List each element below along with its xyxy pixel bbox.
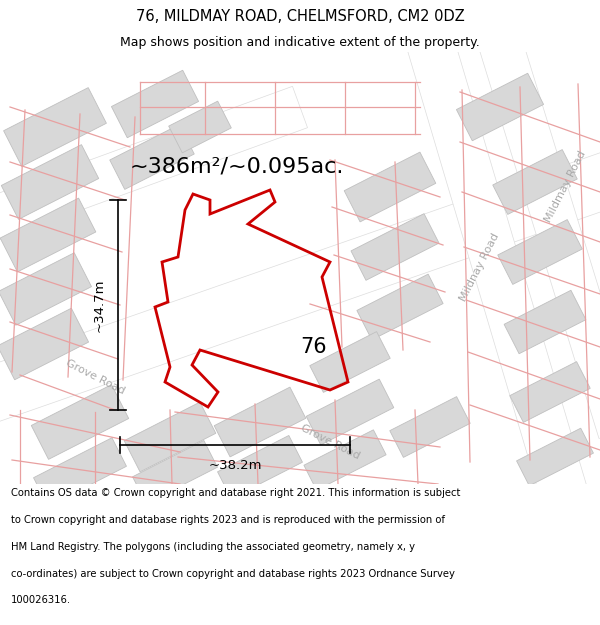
Polygon shape — [112, 70, 199, 138]
Polygon shape — [498, 219, 582, 284]
Polygon shape — [0, 308, 89, 380]
Polygon shape — [1, 144, 99, 219]
Text: ~386m²/~0.095ac.: ~386m²/~0.095ac. — [130, 157, 344, 177]
Polygon shape — [218, 436, 302, 499]
Text: 76, MILDMAY ROAD, CHELMSFORD, CM2 0DZ: 76, MILDMAY ROAD, CHELMSFORD, CM2 0DZ — [136, 9, 464, 24]
Text: HM Land Registry. The polygons (including the associated geometry, namely x, y: HM Land Registry. The polygons (includin… — [11, 542, 415, 552]
Polygon shape — [133, 441, 217, 504]
Polygon shape — [351, 214, 439, 281]
Text: Map shows position and indicative extent of the property.: Map shows position and indicative extent… — [120, 36, 480, 49]
Polygon shape — [310, 332, 390, 392]
Polygon shape — [0, 253, 91, 325]
Text: ~38.2m: ~38.2m — [208, 459, 262, 472]
Polygon shape — [357, 274, 443, 340]
Text: co-ordinates) are subject to Crown copyright and database rights 2023 Ordnance S: co-ordinates) are subject to Crown copyr… — [11, 569, 455, 579]
Text: Contains OS data © Crown copyright and database right 2021. This information is : Contains OS data © Crown copyright and d… — [11, 488, 460, 498]
Polygon shape — [390, 397, 470, 458]
Polygon shape — [457, 73, 544, 141]
Text: ~34.7m: ~34.7m — [93, 278, 106, 332]
Polygon shape — [344, 152, 436, 222]
Polygon shape — [31, 384, 129, 459]
Polygon shape — [493, 149, 577, 214]
Polygon shape — [306, 379, 394, 445]
Polygon shape — [510, 362, 590, 423]
Polygon shape — [517, 428, 593, 486]
Text: 76: 76 — [300, 337, 326, 357]
Polygon shape — [407, 35, 588, 504]
Polygon shape — [504, 290, 586, 354]
Text: Mildmay Road: Mildmay Road — [542, 149, 587, 224]
Polygon shape — [0, 146, 600, 429]
Polygon shape — [110, 124, 194, 189]
Polygon shape — [34, 438, 127, 506]
Text: 100026316.: 100026316. — [11, 596, 71, 606]
Polygon shape — [4, 88, 106, 166]
Polygon shape — [0, 86, 308, 248]
Text: Grove Road: Grove Road — [64, 358, 126, 396]
Text: Grove Road: Grove Road — [299, 423, 361, 461]
Text: to Crown copyright and database rights 2023 and is reproduced with the permissio: to Crown copyright and database rights 2… — [11, 515, 445, 525]
Text: Mildnay Road: Mildnay Road — [458, 231, 502, 302]
Polygon shape — [0, 198, 96, 272]
Polygon shape — [479, 36, 600, 439]
Polygon shape — [169, 101, 232, 153]
Polygon shape — [124, 402, 216, 472]
Polygon shape — [304, 430, 386, 490]
Polygon shape — [214, 387, 306, 457]
